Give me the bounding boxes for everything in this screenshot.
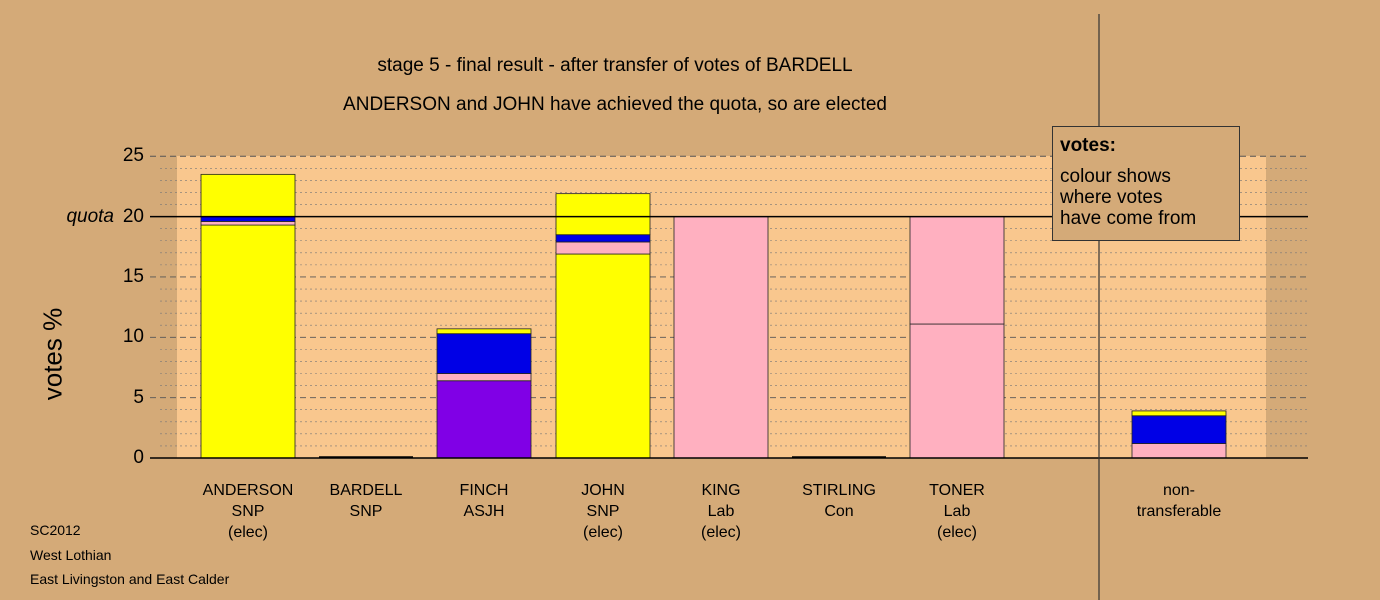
category-label: ANDERSON SNP (elec) (202, 482, 294, 541)
bars (200, 173, 1227, 459)
bar-segment (555, 241, 651, 255)
y-axis-label: votes % (37, 307, 68, 401)
bar-segment (673, 216, 769, 459)
bar-segment (1131, 415, 1227, 444)
category-label: TONER Lab (elec) (929, 482, 985, 541)
bar-segment (909, 323, 1005, 459)
bar-segment (1131, 443, 1227, 459)
bar-segment (436, 333, 532, 374)
category-label: BARDELL SNP (329, 482, 403, 520)
y-tick-label: 0 (133, 447, 144, 468)
legend-box: votes: colour shows where votes have com… (1052, 126, 1240, 241)
chart-title: stage 5 - final result - after transfer … (377, 55, 853, 76)
category-label: STIRLING Con (802, 482, 876, 520)
bar-segment (555, 234, 651, 243)
category-label: JOHN SNP (elec) (581, 482, 625, 541)
y-tick-label: 20 (122, 205, 144, 227)
y-tick-label: 25 (122, 145, 144, 167)
bar-segment (200, 173, 296, 217)
category-label: non-transferable (1136, 482, 1222, 520)
bar-segment (555, 193, 651, 236)
bar-segment (436, 380, 532, 459)
y-tick-label: 10 (122, 326, 144, 348)
category-label: KING Lab (elec) (700, 482, 741, 541)
y-tick-label: 5 (133, 386, 144, 408)
legend-text: colour shows where votes have come from (1060, 166, 1197, 229)
bar-segment (1131, 410, 1227, 417)
bar-segment (436, 373, 532, 382)
bar-segment (555, 253, 651, 459)
category-label: FINCH ASJH (459, 482, 509, 520)
y-tick-label: 15 (122, 265, 144, 287)
bar-segment (909, 216, 1005, 325)
bar-segment (200, 224, 296, 459)
footer-line-3: East Livingston and East Calder (30, 571, 230, 587)
footer-line-2: West Lothian (30, 547, 112, 563)
quota-label: quota (66, 205, 114, 227)
chart-subtitle: ANDERSON and JOHN have achieved the quot… (343, 94, 887, 115)
bar-segment (436, 328, 532, 335)
footer-line-1: SC2012 (30, 522, 81, 538)
legend-title: votes: (1060, 135, 1116, 156)
bar-segment (200, 221, 296, 226)
